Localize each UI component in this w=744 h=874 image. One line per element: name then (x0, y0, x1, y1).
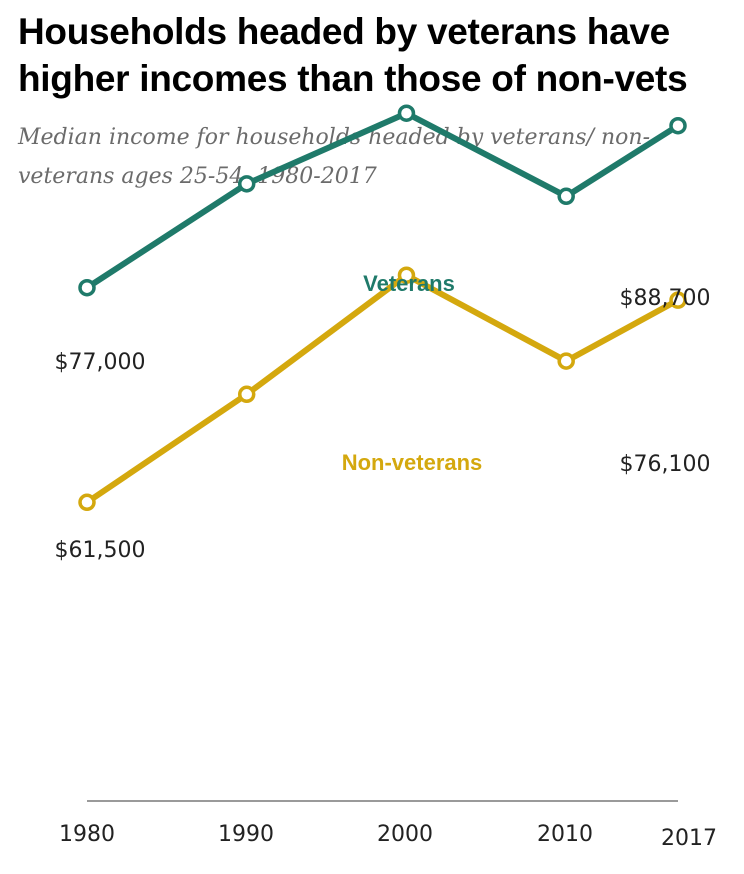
data-point (78, 493, 96, 512)
data-point (78, 278, 96, 297)
series-line-veterans (84, 110, 681, 291)
data-point (557, 187, 575, 206)
data-point (397, 266, 416, 284)
data-point (669, 116, 687, 135)
data-value-label: $61,500 (55, 538, 146, 563)
data-value-label: $77,000 (55, 350, 146, 375)
data-value-label: $88,700 (620, 286, 711, 311)
data-value-label: $76,100 (620, 452, 711, 477)
series-label: Non-veterans (342, 450, 483, 475)
data-point (397, 104, 416, 122)
data-point (237, 175, 256, 193)
x-tick-label: 1990 (218, 822, 274, 847)
data-point (669, 291, 687, 309)
x-tick-label: 2000 (377, 822, 433, 847)
data-point (237, 385, 256, 404)
x-tick-label: 1980 (59, 822, 115, 847)
chart-title: Households headed by veterans have highe… (18, 11, 688, 99)
x-tick-label: 2017 (661, 826, 717, 851)
x-tick-label: 2010 (537, 822, 593, 847)
data-point (557, 352, 575, 370)
series-label: Veterans (363, 271, 455, 296)
